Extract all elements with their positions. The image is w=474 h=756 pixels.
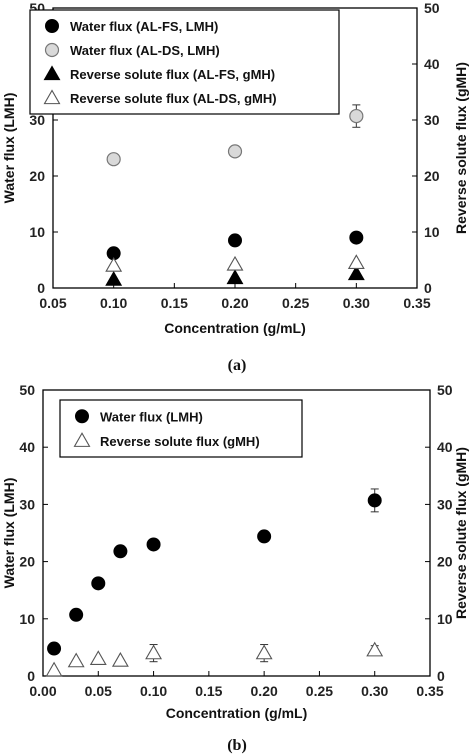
y2-tick-label: 50 <box>424 0 440 16</box>
y-tick-label: 20 <box>29 168 45 184</box>
panel-label: (b) <box>227 737 247 754</box>
legend-marker <box>44 42 60 58</box>
data-point <box>367 493 382 508</box>
data-point <box>113 544 128 559</box>
legend-marker <box>43 89 61 105</box>
data-point <box>226 269 244 285</box>
data-point <box>349 108 364 124</box>
x-tick-label: 0.15 <box>161 295 188 311</box>
legend-marker <box>45 19 59 33</box>
y-tick-label: 30 <box>29 112 45 128</box>
x-tick-label: 0.30 <box>361 683 388 699</box>
y-tick-label: 30 <box>19 496 35 512</box>
y2-tick-label: 20 <box>437 554 453 570</box>
y-tick-label: 40 <box>19 439 35 455</box>
legend-marker <box>73 432 91 447</box>
series-3 <box>105 265 365 286</box>
legend-box <box>59 399 303 458</box>
x-tick-label: 0.05 <box>39 295 66 311</box>
data-point <box>67 652 85 668</box>
y2-axis-title: Reverse solute flux (gMH) <box>453 62 469 234</box>
data-point <box>106 152 121 167</box>
legend-entry: Reverse solute flux (gMH) <box>100 434 260 449</box>
x-tick-label: 0.35 <box>403 295 430 311</box>
legend-entry: Water flux (LMH) <box>100 409 203 424</box>
data-point <box>111 651 129 667</box>
y2-tick-label: 10 <box>424 224 440 240</box>
data-point <box>91 576 106 591</box>
x-tick-label: 0.25 <box>306 683 333 699</box>
legend-box <box>29 9 340 115</box>
data-point <box>366 641 384 657</box>
y-tick-label: 50 <box>19 382 35 398</box>
chart-panel-2: 0.00 0.05 0.10 0.15 0.20 0.25 0.30 0.350 010 1020… <box>1 382 469 754</box>
legend-entry: Reverse solute flux (AL-FS, gMH) <box>70 67 275 82</box>
legend: Water flux (AL-FS, LMH) Water flux (AL-DS… <box>29 9 340 115</box>
series-1 <box>106 230 364 261</box>
data-point <box>228 233 242 248</box>
data-point <box>227 144 243 159</box>
data-point <box>69 607 84 622</box>
data-point <box>105 256 123 272</box>
x-tick-label: 0.10 <box>140 683 167 699</box>
y2-tick-label: 20 <box>424 168 440 184</box>
data-point <box>45 661 63 677</box>
y-tick-label: 10 <box>29 224 45 240</box>
y-tick-label: 0 <box>37 280 45 296</box>
y2-tick-label: 40 <box>424 56 440 72</box>
x-tick-label: 0.30 <box>343 295 370 311</box>
x-tick-label: 0.00 <box>29 683 56 699</box>
x-tick-label: 0.05 <box>85 683 112 699</box>
y-axis-title: Water flux (LMH) <box>1 93 17 204</box>
y2-tick-label: 40 <box>437 439 453 455</box>
y-tick-label: 0 <box>27 668 35 684</box>
x-tick-label: 0.20 <box>251 683 278 699</box>
x-tick-label: 0.15 <box>195 683 222 699</box>
y2-tick-label: 0 <box>424 280 432 296</box>
y-tick-label: 10 <box>19 611 35 627</box>
series-2 <box>106 104 364 167</box>
x-tick-label: 0.20 <box>221 295 248 311</box>
legend-entry: Water flux (AL-FS, LMH) <box>70 19 218 34</box>
legend-entry: Reverse solute flux (AL-DS, gMH) <box>70 91 277 106</box>
data-point <box>226 255 244 271</box>
legend-marker <box>75 409 89 424</box>
y2-tick-label: 30 <box>424 112 440 128</box>
data-point <box>257 529 272 544</box>
series-4 <box>105 254 365 272</box>
legend-entry: Water flux (AL-DS, LMH) <box>70 43 220 58</box>
x-axis-title: Concentration (g/mL) <box>164 320 306 336</box>
x-tick-label: 0.35 <box>416 683 443 699</box>
x-tick-label: 0.25 <box>282 295 309 311</box>
y-tick-label: 20 <box>19 554 35 570</box>
data-point <box>255 644 273 660</box>
y2-axis-title: Reverse solute flux (gMH) <box>453 447 469 619</box>
y-axis-title: Water flux (LMH) <box>1 478 17 589</box>
data-point <box>347 265 365 281</box>
y2-tick-label: 50 <box>437 382 453 398</box>
data-point <box>89 650 107 666</box>
data-point <box>105 270 123 286</box>
series-2 <box>45 641 384 677</box>
y2-tick-label: 30 <box>437 496 453 512</box>
series-1 <box>47 488 382 656</box>
x-tick-label: 0.10 <box>100 295 127 311</box>
legend: Water flux (LMH) Reverse solute flux (gMH… <box>59 399 303 458</box>
plot-frame <box>42 389 431 677</box>
data-point <box>349 230 364 245</box>
y2-tick-label: 10 <box>437 611 453 627</box>
x-axis-title: Concentration (g/mL) <box>166 705 308 721</box>
data-point <box>47 641 62 656</box>
data-point <box>145 644 163 660</box>
y2-tick-label: 0 <box>437 668 445 684</box>
data-point <box>347 254 365 269</box>
data-point <box>146 537 161 552</box>
legend-marker <box>43 65 61 81</box>
panel-label: (a) <box>228 357 247 374</box>
